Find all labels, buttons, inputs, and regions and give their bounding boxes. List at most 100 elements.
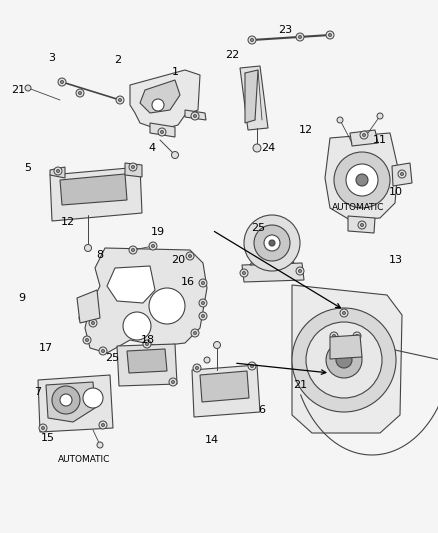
Text: 8: 8 (96, 250, 103, 260)
Circle shape (191, 329, 199, 337)
Circle shape (131, 165, 134, 168)
Circle shape (129, 246, 137, 254)
Circle shape (248, 362, 256, 370)
Circle shape (334, 152, 390, 208)
Text: 11: 11 (373, 135, 387, 145)
Circle shape (254, 225, 290, 261)
Polygon shape (250, 230, 294, 265)
Circle shape (85, 304, 88, 308)
Polygon shape (77, 290, 100, 323)
Text: 1: 1 (172, 67, 179, 77)
Polygon shape (127, 349, 167, 373)
Circle shape (360, 131, 368, 139)
Circle shape (298, 269, 302, 272)
Circle shape (191, 112, 199, 120)
Circle shape (328, 34, 332, 37)
Polygon shape (60, 174, 127, 205)
Circle shape (188, 254, 191, 257)
Text: 25: 25 (251, 223, 265, 233)
Circle shape (248, 36, 256, 44)
Circle shape (158, 128, 166, 136)
Polygon shape (46, 382, 95, 422)
Circle shape (362, 133, 366, 136)
Text: 7: 7 (35, 387, 42, 397)
Circle shape (355, 334, 359, 337)
Circle shape (201, 281, 205, 285)
Circle shape (298, 35, 302, 38)
Circle shape (89, 319, 97, 327)
Polygon shape (242, 263, 304, 282)
Polygon shape (185, 110, 206, 120)
Polygon shape (107, 266, 155, 303)
Circle shape (131, 248, 134, 252)
Circle shape (116, 96, 124, 104)
Circle shape (240, 269, 248, 277)
Polygon shape (38, 375, 113, 432)
Circle shape (199, 279, 207, 287)
Circle shape (358, 221, 366, 229)
Circle shape (83, 388, 103, 408)
Circle shape (102, 423, 105, 426)
Circle shape (343, 311, 346, 314)
Text: 16: 16 (181, 277, 195, 287)
Circle shape (83, 336, 91, 344)
Circle shape (204, 357, 210, 363)
Polygon shape (392, 163, 412, 186)
Circle shape (92, 321, 95, 325)
Polygon shape (348, 216, 375, 233)
Circle shape (186, 252, 194, 260)
Circle shape (152, 99, 164, 111)
Circle shape (118, 99, 122, 102)
Polygon shape (200, 371, 249, 402)
Circle shape (54, 167, 62, 175)
Circle shape (264, 235, 280, 251)
Circle shape (81, 317, 85, 320)
Circle shape (85, 245, 92, 252)
Text: 23: 23 (278, 25, 292, 35)
Circle shape (251, 365, 254, 368)
Text: 17: 17 (39, 343, 53, 353)
Circle shape (201, 301, 205, 304)
Polygon shape (245, 70, 258, 123)
Circle shape (332, 334, 336, 337)
Circle shape (253, 144, 261, 152)
Polygon shape (130, 70, 200, 130)
Circle shape (201, 314, 205, 318)
Text: 22: 22 (225, 50, 239, 60)
Polygon shape (140, 80, 180, 113)
Text: 21: 21 (11, 85, 25, 95)
Polygon shape (150, 123, 175, 137)
Circle shape (60, 80, 64, 84)
Circle shape (296, 267, 304, 275)
Circle shape (58, 78, 66, 86)
Text: 21: 21 (293, 380, 307, 390)
Text: 19: 19 (151, 227, 165, 237)
Text: 12: 12 (299, 125, 313, 135)
Text: 15: 15 (41, 433, 55, 443)
Circle shape (171, 381, 175, 384)
Polygon shape (350, 130, 378, 146)
Text: 25: 25 (105, 353, 119, 363)
Circle shape (199, 299, 207, 307)
Text: 13: 13 (389, 255, 403, 265)
Polygon shape (292, 285, 402, 433)
Circle shape (336, 352, 352, 368)
Text: 3: 3 (49, 53, 56, 63)
Circle shape (400, 172, 403, 175)
Circle shape (330, 332, 338, 340)
Circle shape (39, 424, 47, 432)
Circle shape (145, 342, 148, 345)
Circle shape (398, 170, 406, 178)
Circle shape (340, 309, 348, 317)
Circle shape (60, 394, 72, 406)
Circle shape (85, 338, 88, 342)
Text: 9: 9 (18, 293, 25, 303)
Circle shape (326, 31, 334, 39)
Circle shape (83, 302, 91, 310)
Circle shape (97, 442, 103, 448)
Text: 10: 10 (389, 187, 403, 197)
Circle shape (242, 271, 246, 274)
Circle shape (269, 240, 275, 246)
Text: 12: 12 (61, 217, 75, 227)
Circle shape (356, 174, 368, 186)
